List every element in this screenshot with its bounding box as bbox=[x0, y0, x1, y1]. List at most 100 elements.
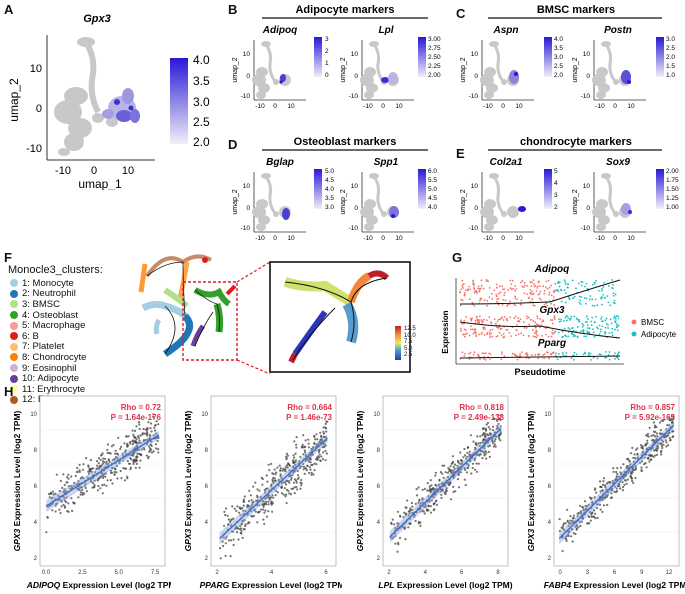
h-point bbox=[55, 502, 58, 506]
h-point bbox=[482, 426, 485, 430]
h-point bbox=[148, 445, 151, 448]
h-point bbox=[157, 448, 160, 451]
g-dot bbox=[570, 315, 573, 318]
h-point bbox=[76, 488, 79, 491]
h-point bbox=[227, 518, 230, 521]
h-point bbox=[251, 501, 254, 504]
g-dot bbox=[509, 316, 512, 319]
h-point bbox=[496, 424, 499, 427]
h-point bbox=[463, 454, 467, 457]
h-point bbox=[668, 431, 671, 434]
h-point bbox=[469, 459, 472, 462]
h-point bbox=[126, 459, 129, 463]
h-point bbox=[299, 481, 302, 484]
h-point bbox=[232, 538, 235, 541]
g-dot bbox=[549, 319, 552, 321]
g-dot bbox=[540, 324, 543, 326]
h-point bbox=[481, 457, 484, 460]
h-xlabel: ADIPOQ Expression Level (log2 TPM) bbox=[26, 580, 171, 590]
h-point bbox=[444, 484, 447, 487]
h-point bbox=[100, 464, 103, 467]
h-point bbox=[612, 470, 615, 473]
h-point bbox=[322, 435, 325, 438]
h-xtick: 9 bbox=[640, 570, 644, 576]
a-ytick-10: 10 bbox=[30, 63, 42, 75]
h-point bbox=[658, 432, 661, 435]
h-point bbox=[325, 427, 328, 430]
h-point bbox=[452, 485, 455, 488]
h-point bbox=[265, 500, 268, 503]
g-dot bbox=[500, 317, 503, 320]
g-dot bbox=[551, 322, 554, 325]
g-dot bbox=[478, 290, 481, 293]
d-right-leg-3: 4.5 bbox=[428, 195, 437, 202]
h-point bbox=[482, 432, 485, 435]
g-dot bbox=[480, 297, 482, 300]
g-dot bbox=[580, 284, 583, 287]
g-dot bbox=[546, 287, 549, 290]
g-dot bbox=[517, 319, 520, 322]
h-point bbox=[320, 455, 323, 458]
h-point bbox=[499, 432, 502, 435]
h-point bbox=[660, 444, 663, 447]
a-leg-3: 2.5 bbox=[193, 115, 210, 129]
g-dot bbox=[612, 292, 615, 295]
f-legend-item: 8: Chondrocyte bbox=[10, 352, 130, 363]
g-dot bbox=[588, 298, 591, 301]
h-point bbox=[629, 463, 632, 466]
g-dot bbox=[484, 359, 487, 361]
h-point bbox=[292, 454, 295, 457]
h-point bbox=[141, 433, 144, 436]
h-point bbox=[67, 485, 70, 488]
h-point bbox=[489, 428, 492, 431]
g-dot bbox=[500, 353, 503, 356]
h-point bbox=[240, 527, 243, 530]
h-point bbox=[440, 496, 443, 500]
h-point bbox=[138, 466, 141, 469]
g-dot bbox=[550, 284, 553, 287]
h-point bbox=[309, 468, 312, 471]
h-point bbox=[144, 428, 147, 431]
h-ytick: 2 bbox=[34, 556, 38, 562]
h-point bbox=[439, 490, 442, 493]
panel-b: Adipocyte markers Adipoq Lpl 3 2 1 0 3.0… bbox=[230, 4, 441, 110]
h-point bbox=[258, 489, 261, 492]
h-point bbox=[147, 455, 150, 458]
h-point bbox=[646, 432, 650, 435]
h-point bbox=[485, 433, 489, 436]
h-point bbox=[425, 509, 429, 512]
h-rho-label: Rho = 0.818 bbox=[459, 403, 504, 412]
h-point bbox=[286, 464, 289, 467]
h-point bbox=[144, 438, 147, 441]
h-point bbox=[312, 473, 315, 476]
h-point bbox=[661, 446, 664, 449]
panel-d: Osteoblast markers Bglap Spp1 5.0 4.5 4.… bbox=[230, 136, 437, 242]
g-dot bbox=[607, 323, 609, 326]
h-point bbox=[325, 430, 328, 433]
g-dot bbox=[513, 317, 516, 320]
h-ytick: 4 bbox=[377, 520, 381, 526]
h-point bbox=[131, 429, 134, 432]
h-point bbox=[304, 451, 307, 454]
h-point bbox=[250, 510, 253, 513]
g-gene-1: Gpx3 bbox=[539, 305, 564, 316]
g-dot bbox=[557, 331, 560, 334]
h-point bbox=[48, 496, 51, 499]
g-dot bbox=[474, 319, 477, 322]
g-dot bbox=[496, 320, 499, 323]
h-point bbox=[394, 527, 397, 530]
h-point bbox=[478, 444, 481, 447]
h-point bbox=[625, 466, 628, 469]
g-dot bbox=[535, 323, 538, 326]
g-dot bbox=[514, 304, 517, 307]
g-dot bbox=[508, 331, 511, 334]
g-dot bbox=[595, 279, 598, 282]
h-point bbox=[318, 453, 321, 456]
g-dot bbox=[472, 284, 475, 287]
h-point bbox=[243, 495, 246, 498]
h-point bbox=[636, 452, 639, 455]
h-xlabel-suffix: Expression Level (log2 TPM) bbox=[394, 580, 512, 590]
g-dot bbox=[489, 329, 492, 332]
h-point bbox=[80, 491, 83, 494]
h-point bbox=[640, 466, 643, 469]
